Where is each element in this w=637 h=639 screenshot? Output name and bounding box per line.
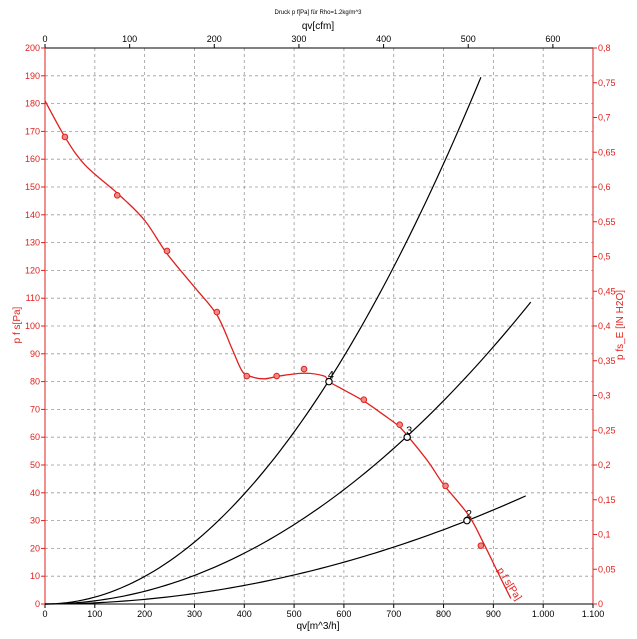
y-right-axis-label: p fs_E [IN H2O]: [615, 290, 626, 360]
fan-curve-label: p f s[Pa]: [494, 566, 523, 603]
y-right-tick-label: 0,4: [598, 321, 611, 331]
y-tick-label: 170: [25, 126, 40, 136]
fan-curve-marker: [396, 421, 404, 428]
y-right-tick-label: 0: [598, 599, 603, 609]
y-tick-label: 180: [25, 99, 40, 109]
grid: [45, 48, 593, 604]
x-top-tick-label: 0: [42, 34, 47, 44]
y-right-tick-label: 0,6: [598, 182, 611, 192]
fan-curve-marker: [113, 192, 121, 199]
x-tick-label: 600: [336, 609, 351, 619]
fan-curve-marker: [213, 308, 221, 316]
x-tick-label: 700: [386, 609, 401, 619]
y-tick-label: 20: [30, 543, 40, 553]
system-curve-3: [44, 495, 526, 605]
y-right-tick-label: 0,05: [598, 564, 616, 574]
x-tick-label: 0: [42, 609, 47, 619]
fan-curve-marker: [300, 365, 308, 373]
x-top-tick-label: 300: [291, 34, 306, 44]
y-right-tick-label: 0,25: [598, 425, 616, 435]
y-tick-label: 30: [30, 516, 40, 526]
y-tick-label: 110: [26, 293, 40, 303]
y-tick-label: 130: [25, 238, 40, 248]
y-tick-label: 100: [25, 321, 40, 331]
chart-title: Druck p f[Pa] für Rho=1.2kg/m^3: [274, 10, 362, 16]
y-tick-label: 200: [25, 43, 40, 53]
x-tick-label: 800: [436, 609, 451, 619]
y-axis-label: p f s[Pa]: [12, 306, 23, 343]
x-tick-label: 500: [287, 609, 302, 619]
y-right-tick-label: 0,55: [598, 217, 616, 227]
operating-point-label: 4: [328, 370, 334, 382]
y-right-tick-label: 0,75: [598, 78, 616, 88]
fan-curve: [44, 100, 512, 599]
y-tick-label: 0: [35, 599, 40, 609]
x-tick-label: 1.000: [532, 609, 555, 619]
x-top-tick-label: 500: [461, 34, 476, 44]
y-right-tick-label: 0,1: [598, 530, 611, 540]
y-tick-label: 40: [30, 488, 40, 498]
y-tick-label: 150: [25, 182, 40, 192]
x-tick-label: 200: [137, 609, 152, 619]
fan-curve-marker: [273, 372, 280, 380]
operating-point-3: [403, 433, 411, 442]
fan-curve-marker: [477, 542, 485, 549]
y-tick-label: 140: [25, 210, 40, 220]
operating-point-2: [463, 516, 471, 525]
fan-curve-marker: [442, 482, 449, 490]
y-right-tick-label: 0,8: [598, 43, 611, 53]
y-tick-label: 60: [30, 432, 40, 442]
y-tick-label: 10: [30, 571, 40, 581]
operating-point-label: 3: [406, 425, 412, 437]
x-top-tick-label: 200: [207, 34, 222, 44]
fan-curve-marker: [243, 372, 251, 380]
fan-curve-marker: [61, 133, 69, 141]
x-tick-label: 1.100: [582, 609, 605, 619]
system-curves: [44, 77, 532, 605]
y-tick-label: 120: [25, 265, 40, 275]
y-tick-label: 80: [30, 377, 40, 387]
system-curve-1: [44, 77, 482, 605]
x-top-tick-label: 600: [545, 34, 560, 44]
x-tick-label: 300: [187, 609, 202, 619]
y-right-tick-label: 0,65: [598, 147, 616, 157]
y-tick-label: 190: [25, 71, 40, 81]
x-tick-label: 100: [87, 609, 102, 619]
fan-curve-markers: [61, 133, 485, 549]
fan-curve-marker: [163, 247, 171, 255]
system-curve-2: [44, 301, 532, 605]
y-tick-label: 90: [30, 349, 40, 359]
fan-curve-marker: [360, 396, 368, 403]
operating-points: 4 3 2: [325, 370, 472, 525]
operating-point-label: 2: [466, 509, 472, 521]
x-top-axis-label: qv[cfm]: [302, 21, 334, 32]
operating-point-4: [325, 377, 333, 386]
x-tick-label: 900: [486, 609, 501, 619]
y-right-tick-label: 0,5: [598, 252, 611, 262]
x-tick-label: 400: [237, 609, 252, 619]
fan-curve-line: [44, 100, 512, 599]
y-right-tick-label: 0,35: [598, 356, 616, 366]
y-right-tick-label: 0,15: [598, 495, 616, 505]
y-right-tick-label: 0,2: [598, 460, 611, 470]
x-top-tick-label: 400: [376, 34, 391, 44]
y-tick-label: 160: [25, 154, 40, 164]
y-right-tick-label: 0,3: [598, 391, 611, 401]
y-tick-label: 50: [30, 460, 40, 470]
x-axis-label: qv[m^3/h]: [296, 621, 339, 632]
y-right-tick-label: 0,7: [598, 113, 611, 123]
y-tick-label: 70: [30, 404, 40, 414]
y-right-tick-label: 0,45: [598, 286, 616, 296]
x-top-tick-label: 100: [122, 34, 137, 44]
